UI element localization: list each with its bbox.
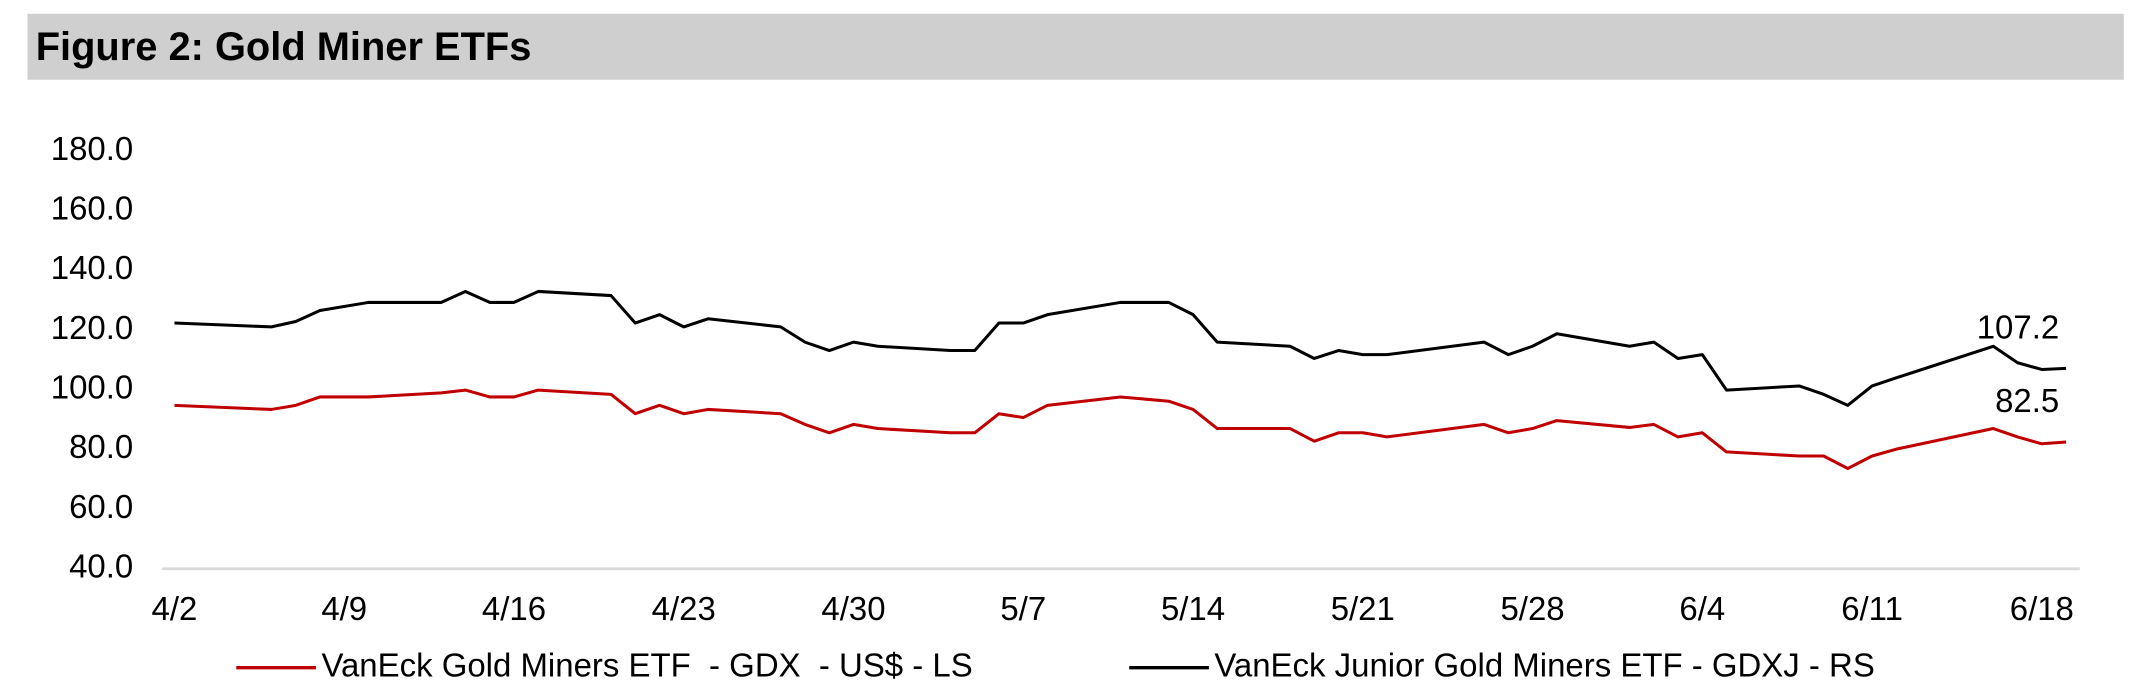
y-tick-label: 120.0: [51, 309, 133, 346]
end-label: 107.2: [1977, 309, 2059, 346]
series-line: [174, 388, 2067, 471]
x-tick-label: 4/30: [821, 590, 885, 627]
x-tick-label: 4/16: [482, 590, 546, 627]
y-tick-label: 160.0: [51, 190, 133, 227]
x-tick-label: 5/7: [1000, 590, 1046, 627]
x-tick-label: 5/14: [1161, 590, 1225, 627]
title-bar: [27, 13, 2124, 80]
x-tick-label: 6/18: [2010, 590, 2074, 627]
x-tick-label: 6/4: [1679, 590, 1725, 627]
x-tick-label: 4/9: [321, 590, 367, 627]
y-tick-label: 60.0: [69, 488, 133, 525]
chart-title: Figure 2: Gold Miner ETFs: [36, 25, 532, 69]
y-tick-label: 100.0: [51, 369, 133, 406]
legend-label: VanEck Junior Gold Miners ETF - GDXJ - R…: [1214, 646, 1874, 683]
y-tick-label: 40.0: [69, 547, 133, 584]
x-tick-label: 4/23: [652, 590, 716, 627]
x-tick-label: 4/2: [152, 590, 198, 627]
legend-label: VanEck Gold Miners ETF - GDX - US$ - LS: [321, 646, 972, 683]
x-tick-label: 6/11: [1841, 590, 1903, 627]
x-tick-label: 5/28: [1500, 590, 1564, 627]
y-tick-label: 180.0: [51, 130, 133, 167]
x-tick-label: 5/21: [1331, 590, 1395, 627]
y-tick-label: 80.0: [69, 428, 133, 465]
end-label: 82.5: [1995, 382, 2059, 419]
series-line: [174, 289, 2067, 407]
y-tick-label: 140.0: [51, 249, 133, 286]
